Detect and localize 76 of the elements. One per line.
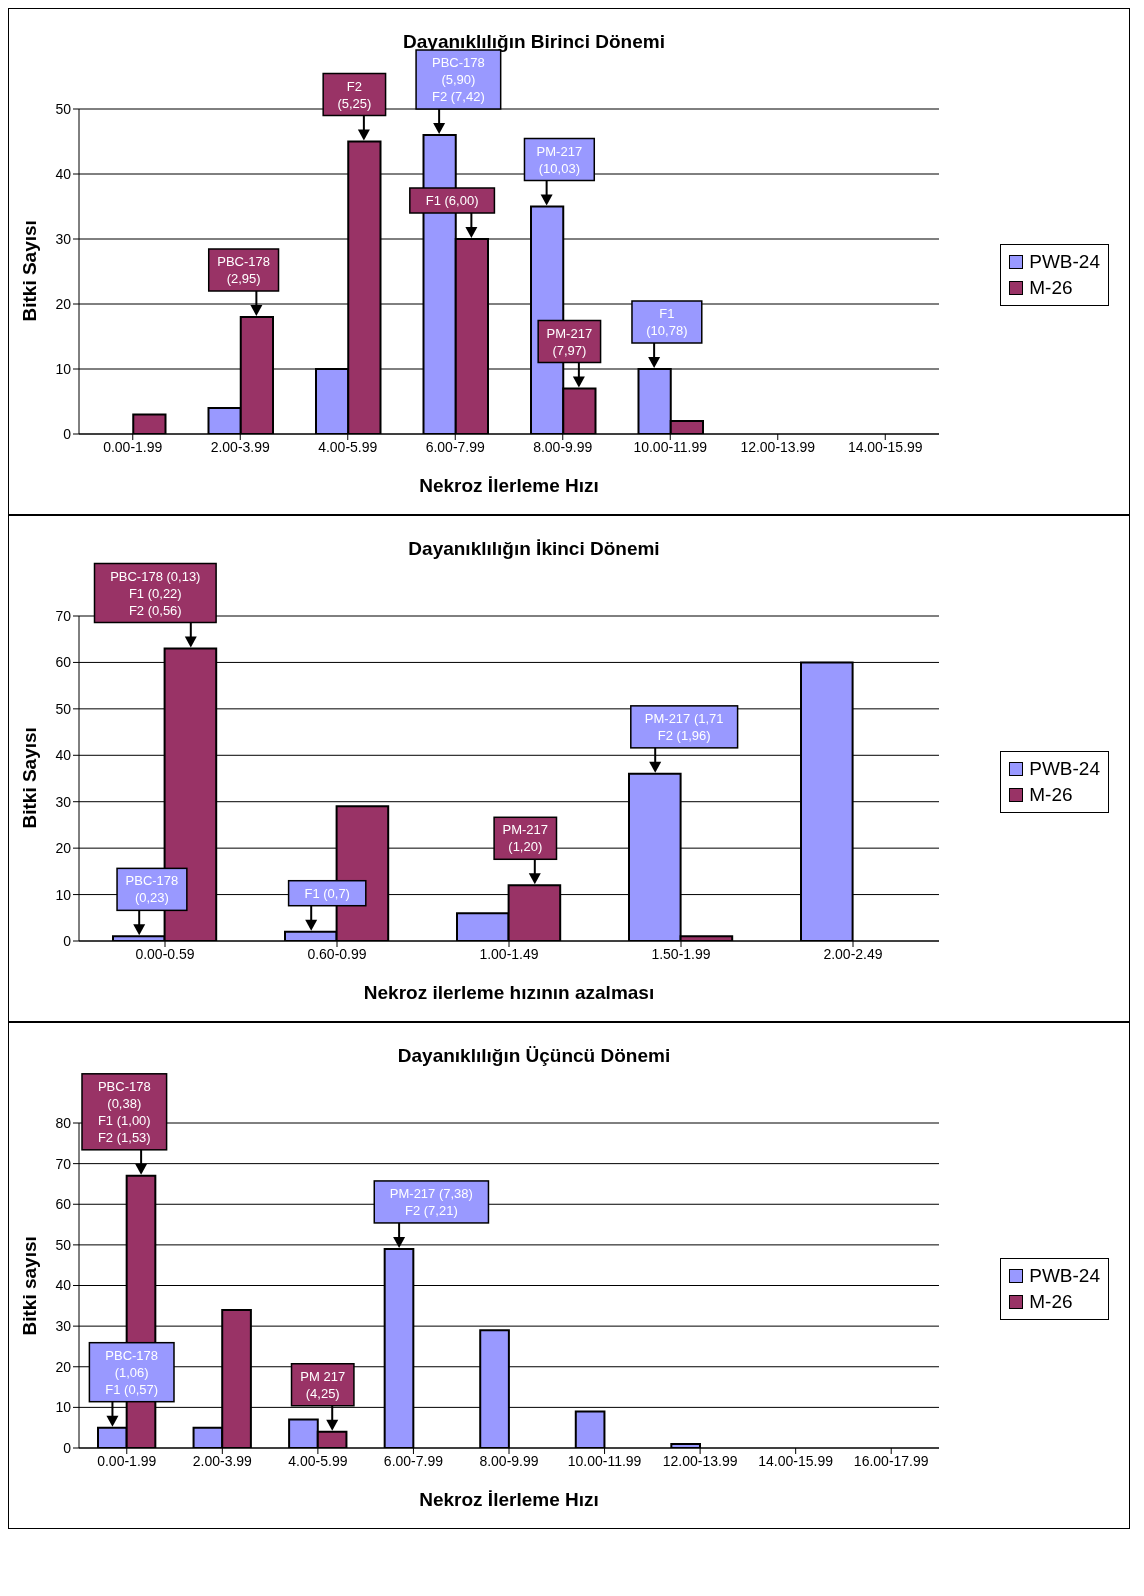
x-tick-label: 10.00-11.99 (567, 1452, 642, 1469)
legend-label: M-26 (1029, 275, 1073, 300)
x-tick-label: 14.00-15.99 (847, 438, 923, 455)
x-tick-label: 8.00-9.99 (479, 1452, 539, 1469)
x-tick-label: 4.00-5.99 (288, 1452, 348, 1469)
y-tick-label: 20 (55, 1358, 72, 1375)
x-tick-label: 14.00-15.99 (758, 1452, 834, 1469)
x-tick-label: 12.00-13.99 (662, 1452, 738, 1469)
annotation: PM-217 (10,03) (536, 143, 583, 176)
chart-title: Dayanıklılığın İkinci Dönemi (407, 538, 661, 560)
annotation: PBC-178 (5,90) F2 (7,42) (432, 55, 485, 104)
y-tick-label: 50 (55, 1236, 72, 1253)
x-tick-label: 6.00-7.99 (425, 438, 486, 455)
y-tick-label: 50 (55, 100, 72, 117)
annotation: PM-217 (7,97) (546, 325, 593, 358)
x-tick-label: 2.00-2.49 (823, 945, 883, 962)
y-axis-title: Bitki Sayısı (18, 727, 40, 829)
annotation: PM-217 (1,71 F2 (1,96) (644, 710, 724, 743)
y-tick-label: 70 (55, 1155, 72, 1172)
annotation: PBC-178 (1,06) F1 (0,57) (105, 1347, 159, 1397)
annotation: PM-217 (7,38) F2 (7,21) (389, 1185, 473, 1218)
annotation: PM-217 (1,20) (502, 822, 549, 855)
x-tick-label: 0.60-0.99 (307, 945, 367, 962)
legend-label: PWB-24 (1029, 1263, 1100, 1288)
x-tick-label: 2.00-3.99 (192, 1452, 253, 1469)
x-tick-label: 0.00-1.99 (103, 438, 163, 455)
y-tick-label: 20 (55, 295, 72, 312)
y-axis-title: Bitki Sayısı (18, 220, 40, 322)
annotation: PBC-178 (0,13) F1 (0,22) F2 (0,56) (110, 568, 201, 618)
y-tick-label: 40 (55, 165, 72, 182)
x-tick-label: 1.50-1.99 (651, 945, 711, 962)
y-tick-label: 60 (55, 654, 72, 671)
y-tick-label: 30 (55, 1318, 72, 1335)
y-tick-label: 10 (55, 360, 72, 377)
x-tick-label: 16.00-17.99 (853, 1452, 929, 1469)
y-tick-label: 10 (55, 886, 72, 903)
x-tick-label: 6.00-7.99 (383, 1452, 444, 1469)
annotation: F2 (5,25) (337, 78, 372, 111)
annotation: PM 217 (4,25) (300, 1368, 346, 1401)
y-tick-label: 10 (55, 1399, 72, 1416)
y-tick-label: 0 (63, 425, 72, 442)
annotation: F1 (10,78) (646, 306, 688, 338)
legend-label: PWB-24 (1029, 756, 1100, 781)
annotation: F1 (6,00) (425, 193, 479, 208)
y-tick-label: 50 (55, 700, 72, 717)
y-tick-label: 30 (55, 793, 72, 810)
x-tick-label: 4.00-5.99 (318, 438, 378, 455)
legend-label: M-26 (1029, 782, 1073, 807)
legend-label: M-26 (1029, 1289, 1073, 1314)
chart-title: Dayanıklılığın Üçüncü Dönemi (396, 1045, 672, 1067)
annotation: PBC-178 (2,95) (217, 254, 270, 286)
y-tick-label: 40 (55, 1277, 72, 1294)
y-tick-label: 40 (55, 747, 72, 764)
y-tick-label: 0 (63, 932, 72, 949)
x-tick-label: 12.00-13.99 (740, 438, 816, 455)
x-tick-label: 0.00-1.99 (97, 1452, 157, 1469)
y-axis-title: Bitki sayısı (18, 1236, 40, 1336)
x-tick-label: 2.00-3.99 (210, 438, 271, 455)
y-tick-label: 80 (55, 1114, 72, 1131)
y-tick-label: 0 (63, 1439, 72, 1456)
x-axis-title: Nekroz ilerleme hızının azalması (363, 982, 655, 1003)
x-axis-title: Nekroz İlerleme Hızı (419, 1489, 599, 1510)
y-tick-label: 20 (55, 840, 72, 857)
x-axis-title: Nekroz İlerleme Hızı (419, 475, 599, 496)
x-tick-label: 8.00-9.99 (533, 438, 593, 455)
y-tick-label: 30 (55, 230, 72, 247)
x-tick-label: 10.00-11.99 (633, 438, 708, 455)
annotation: PBC-178 (0,23) (125, 873, 179, 906)
annotation: PBC-178 (0,38) F1 (1,00) F2 (1,53) (97, 1078, 151, 1145)
legend-label: PWB-24 (1029, 249, 1100, 274)
annotation: F1 (0,7) (304, 885, 350, 901)
x-tick-label: 1.00-1.49 (479, 945, 539, 962)
y-tick-label: 70 (55, 607, 72, 624)
x-tick-label: 0.00-0.59 (135, 945, 195, 962)
y-tick-label: 60 (55, 1196, 72, 1213)
chart-title: Dayanıklılığın Birinci Dönemi (402, 31, 666, 53)
